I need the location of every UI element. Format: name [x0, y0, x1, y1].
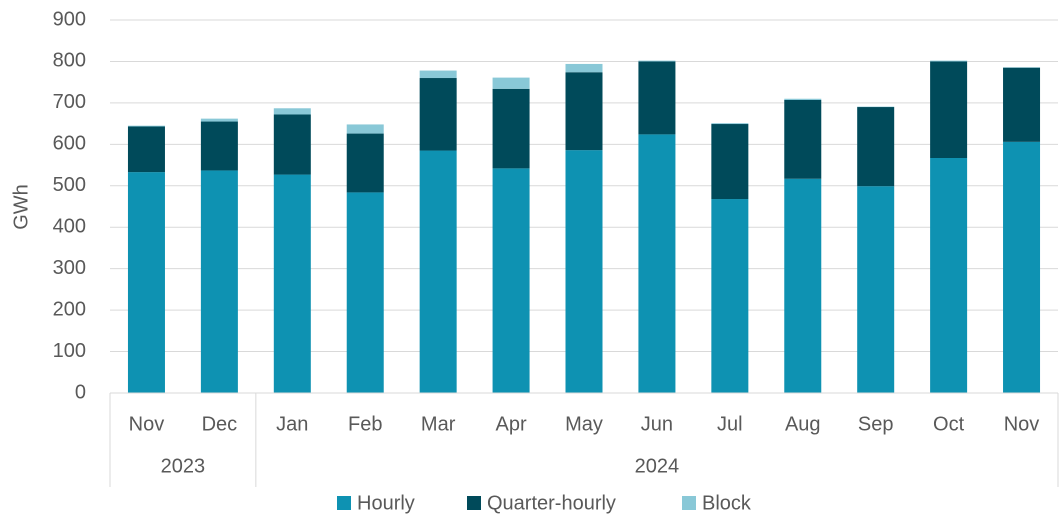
bar-segment [273, 114, 311, 175]
x-tick-label: Jan [276, 413, 308, 435]
bar-segment [565, 63, 603, 73]
bar-segment [1003, 141, 1041, 393]
bar-segment [784, 98, 822, 100]
bar-segment [492, 88, 530, 169]
bar-segment [346, 133, 384, 193]
legend-swatch [467, 496, 481, 510]
bar-segment [638, 60, 676, 62]
y-tick-label: 600 [53, 133, 86, 155]
y-tick-label: 300 [53, 257, 86, 279]
legend-label: Hourly [357, 492, 415, 514]
bar-segment [492, 168, 530, 393]
bar-segment [930, 158, 968, 393]
bar-segment [200, 121, 238, 171]
bar-segment [784, 99, 822, 179]
legend-swatch [682, 496, 696, 510]
bar-segment [419, 78, 457, 151]
x-tick-label: Mar [421, 413, 456, 435]
bar-segment [857, 186, 895, 393]
bar-segment [346, 124, 384, 134]
bar-segment [930, 61, 968, 159]
bar-segment [857, 107, 895, 187]
x-tick-label: Dec [202, 413, 238, 435]
bar-segment [784, 178, 822, 393]
bar-segment [273, 108, 311, 115]
x-tick-label: Oct [933, 413, 965, 435]
bar-segment [419, 150, 457, 393]
bar-segment [273, 174, 311, 393]
bar-segment [200, 170, 238, 393]
bar-segment [1003, 67, 1041, 142]
bar-segment [492, 77, 530, 89]
bar-segment [711, 199, 749, 393]
x-tick-label: Apr [496, 413, 527, 435]
bar-segment [565, 150, 603, 393]
bar-segment [638, 61, 676, 135]
x-tick-label: Nov [1004, 413, 1040, 435]
bar-segment [711, 124, 749, 200]
y-tick-label: 700 [53, 91, 86, 113]
y-tick-label: 200 [53, 298, 86, 320]
group-label: 2024 [635, 455, 680, 477]
legend-label: Block [702, 492, 752, 514]
y-tick-label: 800 [53, 50, 86, 72]
x-tick-label: Aug [785, 413, 821, 435]
y-tick-label: 100 [53, 340, 86, 362]
legend-swatch [337, 496, 351, 510]
y-tick-label: 900 [53, 8, 86, 30]
bar-segment [346, 192, 384, 393]
bar-segment [200, 118, 238, 122]
x-tick-label: Nov [129, 413, 165, 435]
bar-segment [565, 72, 603, 151]
bar-segment [127, 125, 165, 127]
x-tick-label: Feb [348, 413, 382, 435]
x-tick-label: Jun [641, 413, 673, 435]
bar-segment [127, 126, 165, 173]
bar-segment [638, 134, 676, 394]
x-tick-label: May [565, 413, 603, 435]
legend-label: Quarter-hourly [487, 492, 616, 514]
group-label: 2023 [161, 455, 206, 477]
y-axis-label: GWh [10, 184, 32, 230]
bar-segment [127, 172, 165, 393]
bar-segment [930, 60, 968, 62]
bar-segment [711, 123, 749, 125]
x-tick-label: Jul [717, 413, 743, 435]
bar-segment [419, 70, 457, 79]
y-tick-label: 400 [53, 216, 86, 238]
x-tick-label: Sep [858, 413, 894, 435]
y-tick-label: 0 [75, 381, 86, 403]
y-tick-label: 500 [53, 174, 86, 196]
